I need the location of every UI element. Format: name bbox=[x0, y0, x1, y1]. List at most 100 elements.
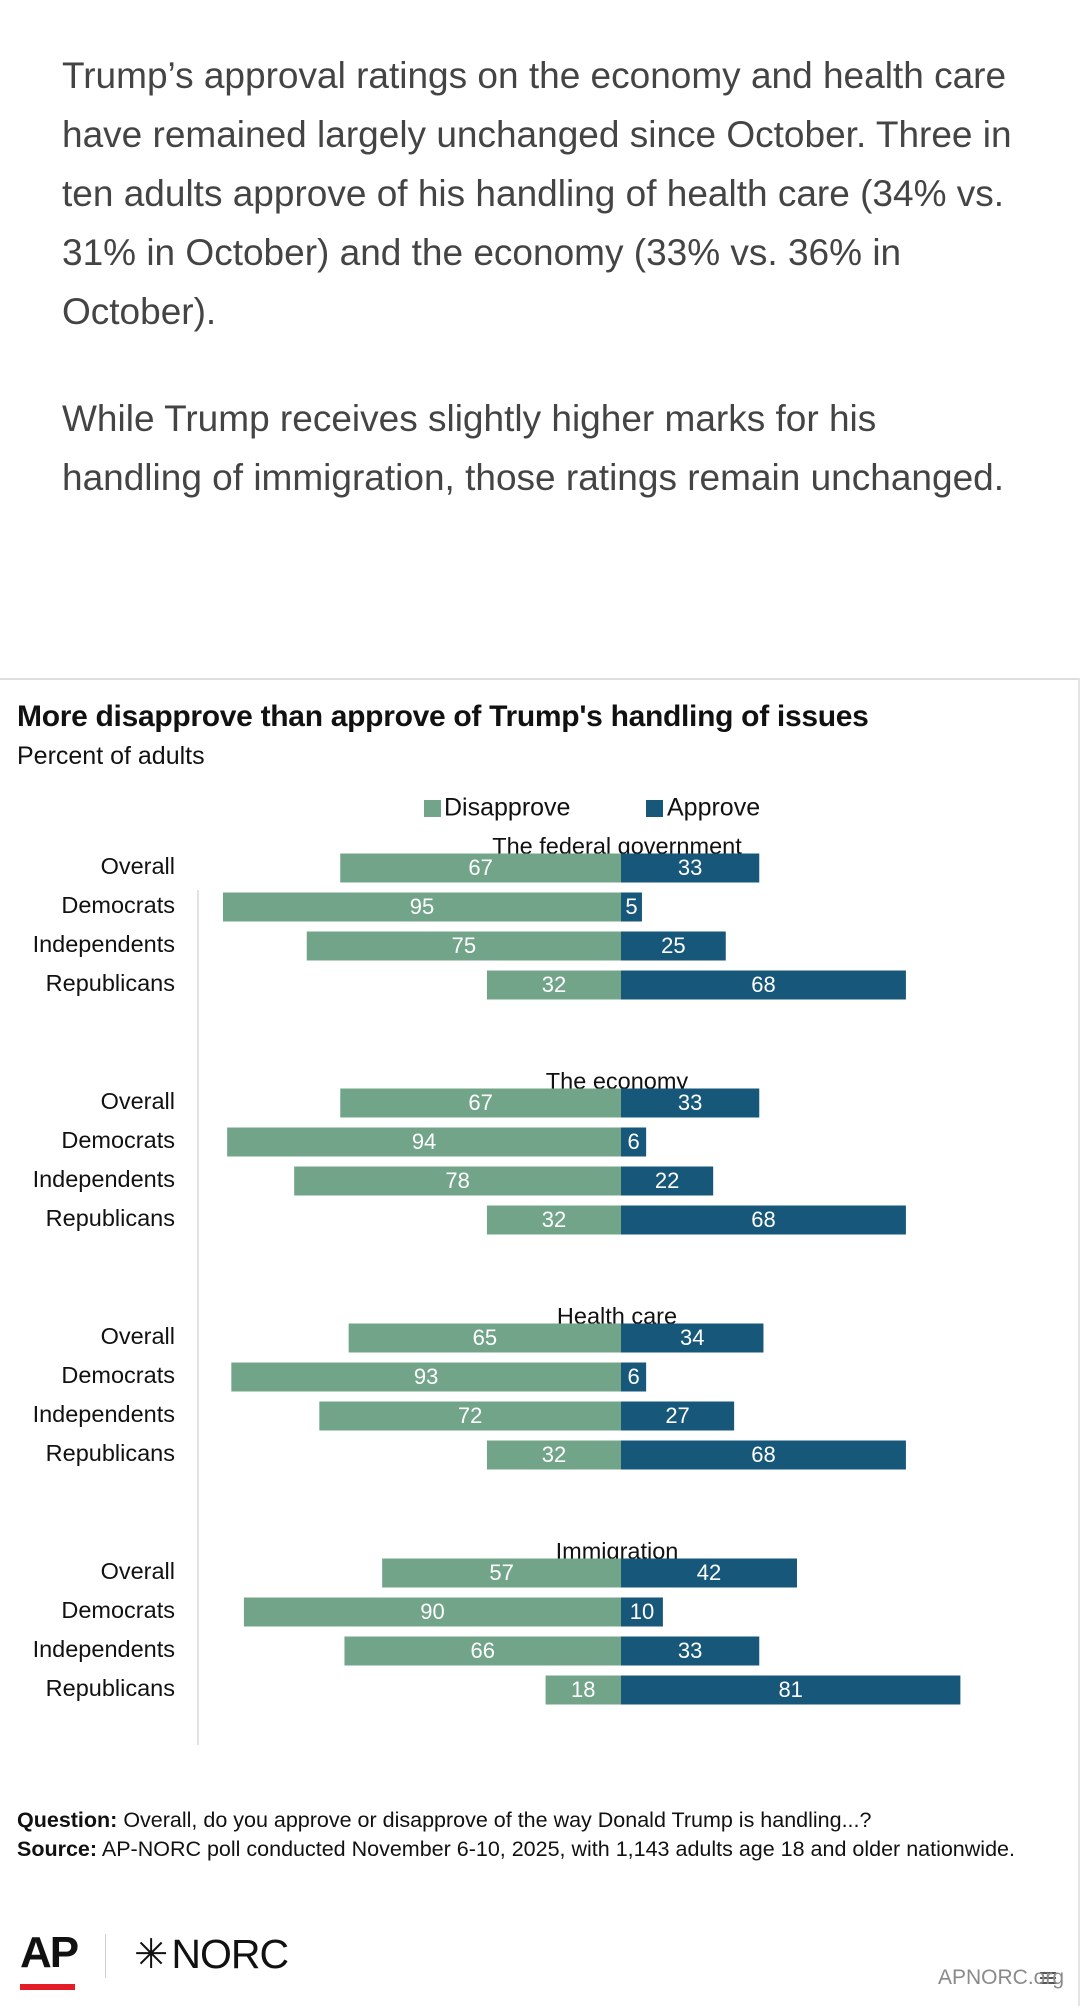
bar-disapprove bbox=[545, 1675, 621, 1705]
data-label-disapprove: 67 bbox=[468, 855, 492, 880]
bar-approve bbox=[621, 1597, 663, 1627]
chart-title: More disapprove than approve of Trump's … bbox=[17, 700, 869, 733]
data-label-disapprove: 32 bbox=[542, 972, 566, 997]
bar-approve bbox=[621, 931, 726, 961]
source-line: Source: AP-NORC poll conducted November … bbox=[17, 1835, 1037, 1864]
data-label-approve: 22 bbox=[655, 1168, 679, 1193]
legend-disapprove-label: Disapprove bbox=[444, 794, 570, 822]
category-label: Overall bbox=[101, 1323, 175, 1349]
data-label-disapprove: 94 bbox=[412, 1129, 436, 1154]
norc-wordmark: NORC bbox=[171, 1931, 289, 1977]
article-paragraph-1: Trump’s approval ratings on the economy … bbox=[62, 55, 1012, 332]
chart-subtitle: Percent of adults bbox=[17, 742, 205, 770]
category-label: Republicans bbox=[46, 970, 175, 996]
chart-card: More disapprove than approve of Trump's … bbox=[0, 678, 1080, 2006]
data-label-disapprove: 78 bbox=[445, 1168, 469, 1193]
bar-disapprove bbox=[486, 1205, 621, 1235]
bar-disapprove bbox=[348, 1323, 621, 1353]
bar-disapprove bbox=[294, 1166, 621, 1196]
category-label: Independents bbox=[33, 1401, 175, 1427]
data-label-approve: 27 bbox=[665, 1403, 689, 1428]
logo-divider bbox=[105, 1934, 106, 1978]
data-label-disapprove: 95 bbox=[410, 894, 434, 919]
data-label-approve: 68 bbox=[751, 1442, 775, 1467]
norc-star-icon: ✳ bbox=[134, 1931, 168, 1977]
bar-approve bbox=[621, 1166, 714, 1196]
article-paragraph-2: While Trump receives slightly higher mar… bbox=[62, 398, 1005, 498]
bar-approve bbox=[621, 1323, 764, 1353]
bar-disapprove bbox=[340, 1088, 621, 1118]
data-label-approve: 68 bbox=[751, 1207, 775, 1232]
bar-approve bbox=[621, 1636, 760, 1666]
data-label-approve: 68 bbox=[751, 972, 775, 997]
bar-disapprove bbox=[227, 1127, 621, 1157]
watermark: APNORC.org bbox=[937, 1966, 1064, 1989]
data-label-approve: 42 bbox=[697, 1560, 721, 1585]
category-label: Democrats bbox=[61, 892, 175, 918]
bar-disapprove bbox=[382, 1558, 621, 1588]
data-label-disapprove: 57 bbox=[489, 1560, 513, 1585]
category-label: Democrats bbox=[61, 1597, 175, 1623]
category-label: Overall bbox=[101, 1088, 175, 1114]
category-label: Republicans bbox=[46, 1205, 175, 1231]
ap-logo: AP bbox=[20, 1928, 79, 1977]
ap-logo-underline bbox=[20, 1984, 75, 1990]
bar-approve bbox=[621, 970, 906, 1000]
bar-approve bbox=[621, 1205, 906, 1235]
data-label-disapprove: 65 bbox=[473, 1325, 497, 1350]
category-label: Democrats bbox=[61, 1362, 175, 1388]
data-label-disapprove: 18 bbox=[571, 1677, 595, 1702]
question-label: Question: bbox=[17, 1808, 118, 1832]
data-label-approve: 34 bbox=[680, 1325, 704, 1350]
category-label: Independents bbox=[33, 931, 175, 957]
bar-approve bbox=[621, 1401, 735, 1431]
question-text: Overall, do you approve or disapprove of… bbox=[117, 1808, 872, 1832]
data-label-disapprove: 90 bbox=[420, 1599, 444, 1624]
data-label-approve: 33 bbox=[678, 855, 702, 880]
norc-logo: ✳NORC bbox=[134, 1930, 289, 1978]
data-label-approve: 6 bbox=[627, 1364, 639, 1389]
data-label-approve: 25 bbox=[661, 933, 685, 958]
data-label-approve: 6 bbox=[627, 1129, 639, 1154]
logo-row: AP ✳NORC bbox=[0, 1928, 1078, 2006]
bar-approve bbox=[621, 853, 760, 883]
source-label: Source: bbox=[17, 1837, 98, 1861]
data-label-disapprove: 67 bbox=[468, 1090, 492, 1115]
legend-approve-swatch bbox=[646, 800, 663, 817]
chart-footnote: Question: Overall, do you approve or dis… bbox=[17, 1806, 1037, 1864]
category-label: Republicans bbox=[46, 1675, 175, 1701]
data-label-approve: 10 bbox=[630, 1599, 654, 1624]
legend-approve-label: Approve bbox=[667, 794, 760, 822]
bar-approve bbox=[621, 1362, 647, 1392]
bar-disapprove bbox=[222, 892, 621, 922]
bar-disapprove bbox=[319, 1401, 621, 1431]
bar-disapprove bbox=[344, 1636, 621, 1666]
data-label-approve: 81 bbox=[778, 1677, 802, 1702]
bar-disapprove bbox=[243, 1597, 621, 1627]
bar-disapprove bbox=[306, 931, 621, 961]
bar-disapprove bbox=[231, 1362, 621, 1392]
data-label-disapprove: 75 bbox=[452, 933, 476, 958]
category-label: Democrats bbox=[61, 1127, 175, 1153]
question-line: Question: Overall, do you approve or dis… bbox=[17, 1806, 1037, 1835]
category-label: Overall bbox=[101, 1558, 175, 1584]
article-text: Trump’s approval ratings on the economy … bbox=[62, 46, 1022, 507]
category-label: Republicans bbox=[46, 1440, 175, 1466]
bar-approve bbox=[621, 892, 642, 922]
data-label-disapprove: 72 bbox=[458, 1403, 482, 1428]
category-label: Independents bbox=[33, 1636, 175, 1662]
data-label-approve: 33 bbox=[678, 1090, 702, 1115]
source-text: AP-NORC poll conducted November 6-10, 20… bbox=[97, 1837, 1015, 1861]
data-label-disapprove: 32 bbox=[542, 1207, 566, 1232]
data-label-disapprove: 32 bbox=[542, 1442, 566, 1467]
bar-disapprove bbox=[340, 853, 621, 883]
bar-approve bbox=[621, 1440, 906, 1470]
category-label: Overall bbox=[101, 853, 175, 879]
bar-approve bbox=[621, 1088, 760, 1118]
menu-icon[interactable] bbox=[1040, 1972, 1056, 1986]
bar-approve bbox=[621, 1675, 961, 1705]
data-label-disapprove: 93 bbox=[414, 1364, 438, 1389]
data-label-disapprove: 66 bbox=[470, 1638, 494, 1663]
bar-disapprove bbox=[486, 1440, 621, 1470]
